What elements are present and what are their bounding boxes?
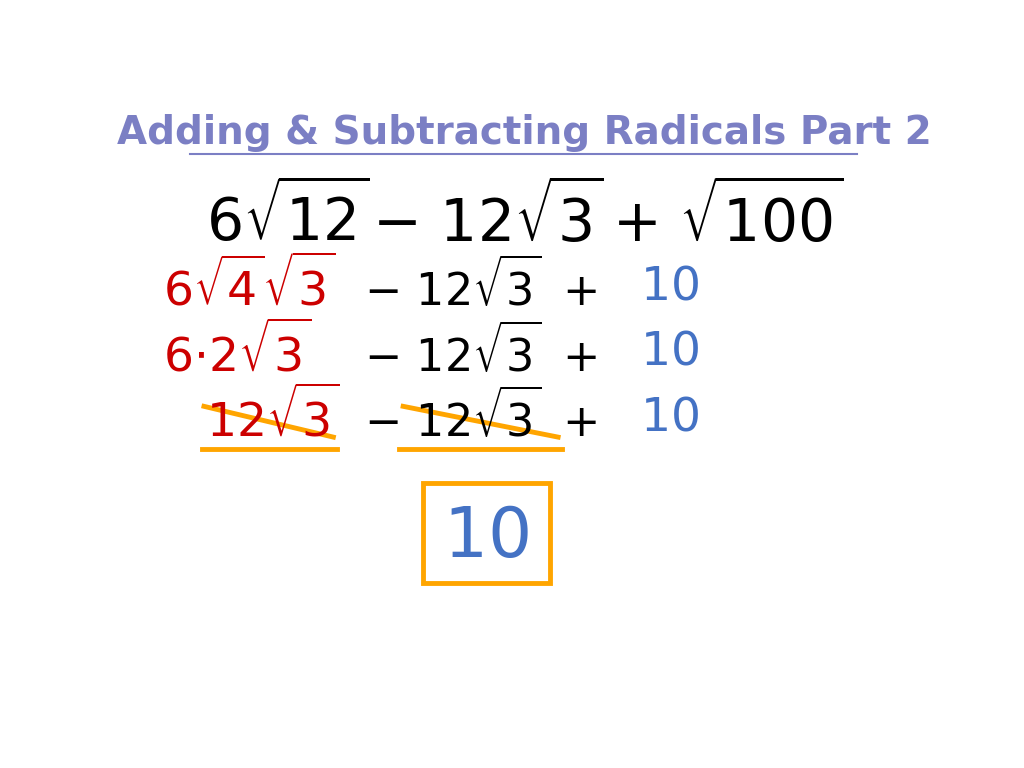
Text: $6\sqrt{12}$: $6\sqrt{12}$ [206, 183, 369, 253]
Text: $-\ 12\sqrt{3}$: $-\ 12\sqrt{3}$ [372, 182, 604, 253]
Text: $6{\cdot}2\sqrt{3}$: $6{\cdot}2\sqrt{3}$ [163, 323, 311, 382]
Text: $-\ 12\sqrt{3}\ +$: $-\ 12\sqrt{3}\ +$ [365, 389, 598, 446]
Text: $10$: $10$ [443, 504, 529, 571]
Text: $10$: $10$ [640, 330, 698, 375]
Text: Adding & Subtracting Radicals Part 2: Adding & Subtracting Radicals Part 2 [118, 114, 932, 152]
Text: $+\ \sqrt{100}$: $+\ \sqrt{100}$ [612, 182, 844, 253]
Text: $10$: $10$ [640, 396, 698, 440]
Text: $12\sqrt{3}$: $12\sqrt{3}$ [206, 389, 339, 448]
Text: $-\ 12\sqrt{3}\ +$: $-\ 12\sqrt{3}\ +$ [365, 324, 598, 381]
Text: $-\ 12\sqrt{3}\ +$: $-\ 12\sqrt{3}\ +$ [365, 259, 598, 316]
Text: $10$: $10$ [640, 264, 698, 310]
Text: $6\sqrt{4}\sqrt{3}$: $6\sqrt{4}\sqrt{3}$ [163, 257, 336, 316]
